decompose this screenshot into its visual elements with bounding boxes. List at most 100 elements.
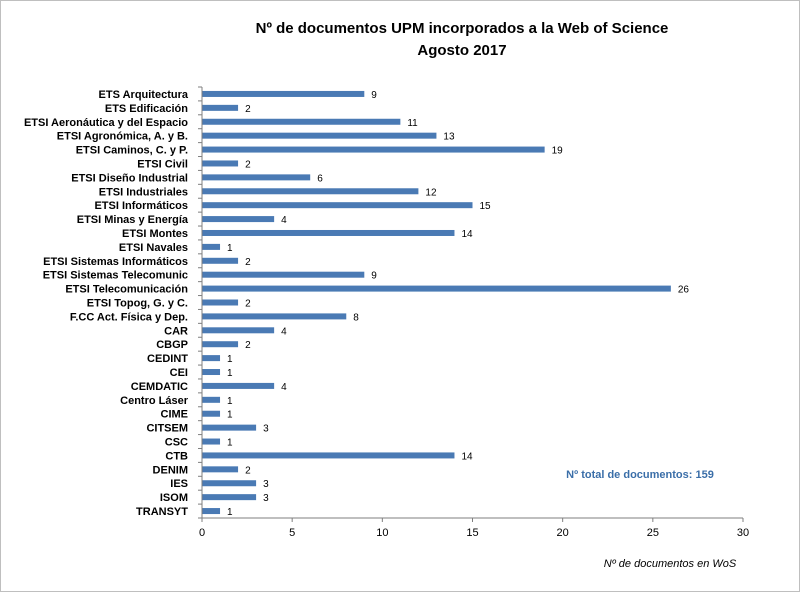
data-label: 11 bbox=[407, 118, 418, 129]
bar bbox=[202, 438, 221, 445]
category-label: ETS Arquitectura bbox=[99, 89, 189, 101]
bar bbox=[202, 299, 239, 306]
data-label: 1 bbox=[227, 410, 233, 421]
category-label: CSC bbox=[165, 437, 188, 449]
data-label: 1 bbox=[227, 438, 233, 449]
bar bbox=[202, 118, 401, 125]
bar bbox=[202, 243, 221, 250]
x-tick-label: 5 bbox=[289, 527, 295, 539]
data-label: 13 bbox=[443, 132, 455, 143]
bar bbox=[202, 216, 275, 223]
bar bbox=[202, 229, 455, 236]
category-label: F.CC Act. Física y Dep. bbox=[70, 311, 188, 323]
bar bbox=[202, 146, 545, 153]
x-tick-label: 25 bbox=[647, 527, 659, 539]
data-label: 26 bbox=[678, 285, 690, 296]
bar bbox=[202, 104, 239, 111]
category-label: TRANSYT bbox=[136, 506, 188, 518]
chart-subtitle: Agosto 2017 bbox=[417, 42, 506, 59]
data-label: 19 bbox=[552, 146, 564, 157]
category-label: CEMDATIC bbox=[131, 381, 188, 393]
bar bbox=[202, 327, 275, 334]
x-tick-label: 15 bbox=[466, 527, 478, 539]
category-label: ETSI Diseño Industrial bbox=[71, 172, 188, 184]
data-label: 14 bbox=[461, 451, 473, 462]
bar bbox=[202, 382, 275, 389]
data-label: 2 bbox=[245, 159, 251, 170]
category-label: ETSI Navales bbox=[119, 242, 188, 254]
data-label: 1 bbox=[227, 354, 233, 365]
data-label: 1 bbox=[227, 507, 233, 518]
bar bbox=[202, 188, 419, 195]
axes-group: 0 5 10 15 20 25 30 bbox=[198, 86, 749, 539]
x-tick-label: 0 bbox=[199, 527, 205, 539]
category-label: IES bbox=[170, 478, 188, 490]
data-label: 15 bbox=[480, 201, 492, 212]
x-axis-label: Nº de documentos en WoS bbox=[604, 558, 737, 570]
category-label: ETSI Caminos, C. y P. bbox=[76, 145, 188, 157]
data-label: 1 bbox=[227, 243, 233, 254]
category-label: ETSI Topog, G. y C. bbox=[87, 298, 188, 310]
category-label: ETSI Agronómica, A. y B. bbox=[57, 131, 188, 143]
category-label: DENIM bbox=[153, 464, 188, 476]
data-label: 9 bbox=[371, 90, 377, 101]
data-label: 14 bbox=[461, 229, 473, 240]
category-label: ETSI Telecomunicación bbox=[65, 284, 188, 296]
total-documents-annotation: Nº total de documentos: 159 bbox=[566, 469, 714, 481]
bars-group: ETS Arquitectura 9 ETS Edificación 2 ETSI Ae… bbox=[24, 89, 689, 518]
category-label: CEI bbox=[170, 367, 188, 379]
category-label: CTB bbox=[165, 450, 188, 462]
category-label: CITSEM bbox=[146, 423, 188, 435]
bar bbox=[202, 90, 365, 97]
bar bbox=[202, 452, 455, 459]
category-label: CIME bbox=[161, 409, 189, 421]
data-label: 2 bbox=[245, 257, 251, 268]
bar bbox=[202, 466, 239, 473]
data-label: 3 bbox=[263, 493, 269, 504]
data-label: 4 bbox=[281, 326, 287, 337]
category-label: CAR bbox=[164, 325, 188, 337]
x-tick-label: 30 bbox=[737, 527, 749, 539]
bar bbox=[202, 160, 239, 167]
data-label: 4 bbox=[281, 215, 287, 226]
category-label: CEDINT bbox=[147, 353, 188, 365]
bar bbox=[202, 396, 221, 403]
data-label: 1 bbox=[227, 368, 233, 379]
category-label: ETSI Civil bbox=[137, 158, 188, 170]
bar bbox=[202, 341, 239, 348]
x-tick-label: 10 bbox=[376, 527, 388, 539]
category-label: ETSI Industriales bbox=[99, 186, 188, 198]
bar bbox=[202, 480, 257, 487]
data-label: 4 bbox=[281, 382, 287, 393]
category-label: CBGP bbox=[156, 339, 188, 351]
chart-title: Nº de documentos UPM incorporados a la W… bbox=[256, 20, 669, 37]
data-label: 2 bbox=[245, 465, 251, 476]
bar bbox=[202, 202, 473, 209]
x-tick-label: 20 bbox=[557, 527, 569, 539]
category-label: ETSI Minas y Energía bbox=[77, 214, 189, 226]
bar bbox=[202, 494, 257, 501]
bar bbox=[202, 369, 221, 376]
data-label: 3 bbox=[263, 479, 269, 490]
data-label: 3 bbox=[263, 424, 269, 435]
category-label: ETSI Informáticos bbox=[94, 200, 188, 212]
bar bbox=[202, 257, 239, 264]
bar bbox=[202, 174, 311, 181]
category-label: ISOM bbox=[160, 492, 188, 504]
data-label: 6 bbox=[317, 173, 323, 184]
data-label: 2 bbox=[245, 299, 251, 310]
category-label: ETSI Aeronáutica y del Espacio bbox=[24, 117, 188, 129]
bar bbox=[202, 271, 365, 278]
category-label: ETSI Sistemas Telecomunic bbox=[43, 270, 188, 282]
bar bbox=[202, 285, 671, 292]
bar bbox=[202, 355, 221, 362]
category-label: ETSI Montes bbox=[122, 228, 188, 240]
category-label: ETSI Sistemas Informáticos bbox=[43, 256, 188, 268]
data-label: 9 bbox=[371, 271, 377, 282]
bar bbox=[202, 424, 257, 431]
bar bbox=[202, 313, 347, 320]
data-label: 2 bbox=[245, 340, 251, 351]
category-label: Centro Láser bbox=[120, 395, 189, 407]
